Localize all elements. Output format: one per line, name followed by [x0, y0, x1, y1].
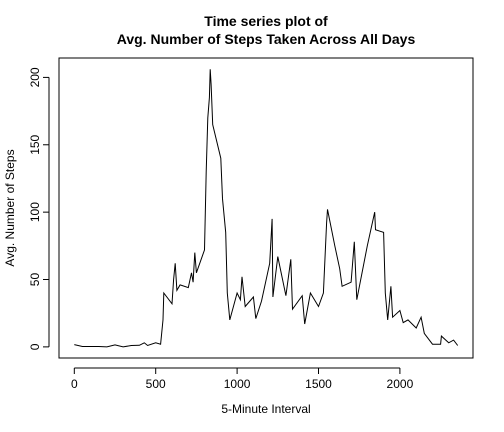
x-axis-label: 5-Minute Interval [221, 402, 310, 416]
chart-title: Time series plot of [204, 13, 328, 29]
y-axis-label: Avg. Number of Steps [3, 149, 17, 266]
plot-box [58, 57, 474, 359]
x-tick-label: 0 [71, 377, 78, 391]
x-tick-label: 2000 [387, 377, 414, 391]
y-tick-label: 50 [28, 273, 42, 287]
chart-title: Avg. Number of Steps Taken Across All Da… [117, 31, 416, 47]
y-tick-label: 100 [28, 202, 42, 222]
y-tick-label: 200 [28, 67, 42, 87]
data-line [74, 69, 459, 348]
y-tick-label: 0 [28, 343, 42, 350]
x-tick-label: 500 [146, 377, 166, 391]
y-tick-label: 150 [28, 134, 42, 154]
x-tick-label: 1000 [224, 377, 251, 391]
x-tick-label: 1500 [305, 377, 332, 391]
